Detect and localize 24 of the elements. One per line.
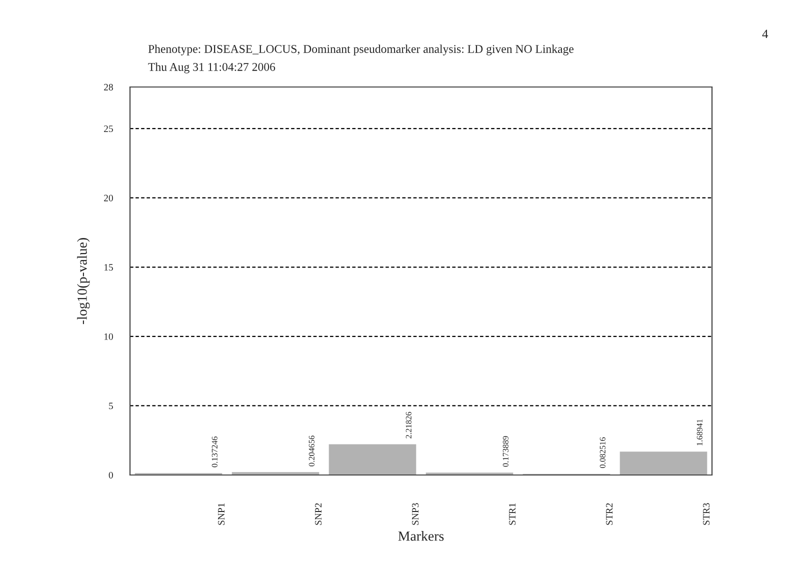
x-tick-label: STR3 <box>703 503 710 525</box>
y-tick-label: 25 <box>104 126 113 132</box>
x-tick-label: STR1 <box>509 503 516 525</box>
y-tick-label: 0 <box>108 472 113 478</box>
y-tick-label: 28 <box>104 84 113 90</box>
y-tick-label: 15 <box>104 264 113 271</box>
x-axis-title: Markers <box>398 531 444 541</box>
chart-subtitle: Thu Aug 31 11:04:27 2006 <box>148 62 276 74</box>
data-label: 2.21826 <box>406 412 412 438</box>
x-tick-label: SNP2 <box>315 503 322 525</box>
x-tick-label: SNP1 <box>218 503 225 525</box>
x-tick-label: STR2 <box>606 503 613 525</box>
y-tick-label: 5 <box>109 402 113 410</box>
data-label: 0.082516 <box>600 437 606 468</box>
x-tick-label: SNP3 <box>412 503 419 525</box>
data-label: 1.68941 <box>696 419 702 446</box>
chart-title: Phenotype: DISEASE_LOCUS, Dominant pseudomarker analysis: LD given NO Linkage <box>148 44 574 56</box>
data-label: 0.173889 <box>502 436 508 467</box>
data-label: 0.137246 <box>212 436 218 468</box>
y-axis-title: -log10(p-value) <box>77 238 90 324</box>
y-tick-label: 20 <box>104 194 113 202</box>
text: 4 <box>762 30 768 38</box>
y-tick-label: 10 <box>104 333 113 340</box>
data-label: 0.204656 <box>308 436 314 466</box>
